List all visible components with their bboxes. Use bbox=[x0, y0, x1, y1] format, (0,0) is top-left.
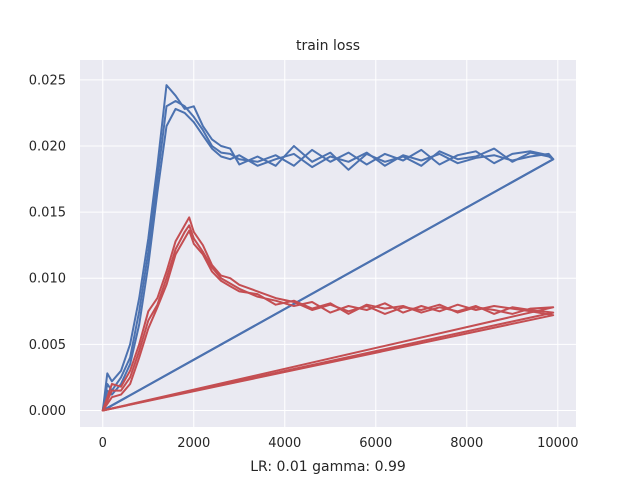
y-tick-label: 0.015 bbox=[29, 206, 66, 221]
series-line-3 bbox=[101, 107, 555, 412]
y-tick-label: 0.000 bbox=[29, 404, 66, 419]
x-tick-label: 8000 bbox=[450, 436, 483, 451]
y-tick-label: 0.020 bbox=[29, 139, 66, 154]
y-tick-label: 0.005 bbox=[29, 338, 66, 353]
x-axis-ticks: 0 2000 4000 6000 8000 10000 bbox=[99, 436, 579, 451]
x-axis-label: LR: 0.01 gamma: 0.99 bbox=[250, 459, 406, 475]
x-tick-label: 4000 bbox=[268, 436, 301, 451]
y-axis-ticks: 0.000 0.005 0.010 0.015 0.020 0.025 bbox=[29, 73, 66, 419]
chart-title: train loss bbox=[296, 38, 360, 54]
x-tick-label: 2000 bbox=[177, 436, 210, 451]
series-line-6 bbox=[101, 229, 555, 412]
series-line-1 bbox=[101, 84, 555, 412]
y-tick-label: 0.025 bbox=[29, 73, 66, 88]
x-tick-label: 6000 bbox=[359, 436, 392, 451]
plot-area bbox=[80, 60, 576, 427]
grid bbox=[80, 60, 576, 427]
series-layer bbox=[101, 84, 555, 412]
series-line-4 bbox=[101, 216, 555, 412]
x-tick-label: 0 bbox=[99, 436, 107, 451]
series-line-2 bbox=[101, 100, 555, 412]
x-tick-label: 10000 bbox=[537, 436, 578, 451]
series-line-5 bbox=[101, 224, 555, 412]
y-tick-label: 0.010 bbox=[29, 272, 66, 287]
